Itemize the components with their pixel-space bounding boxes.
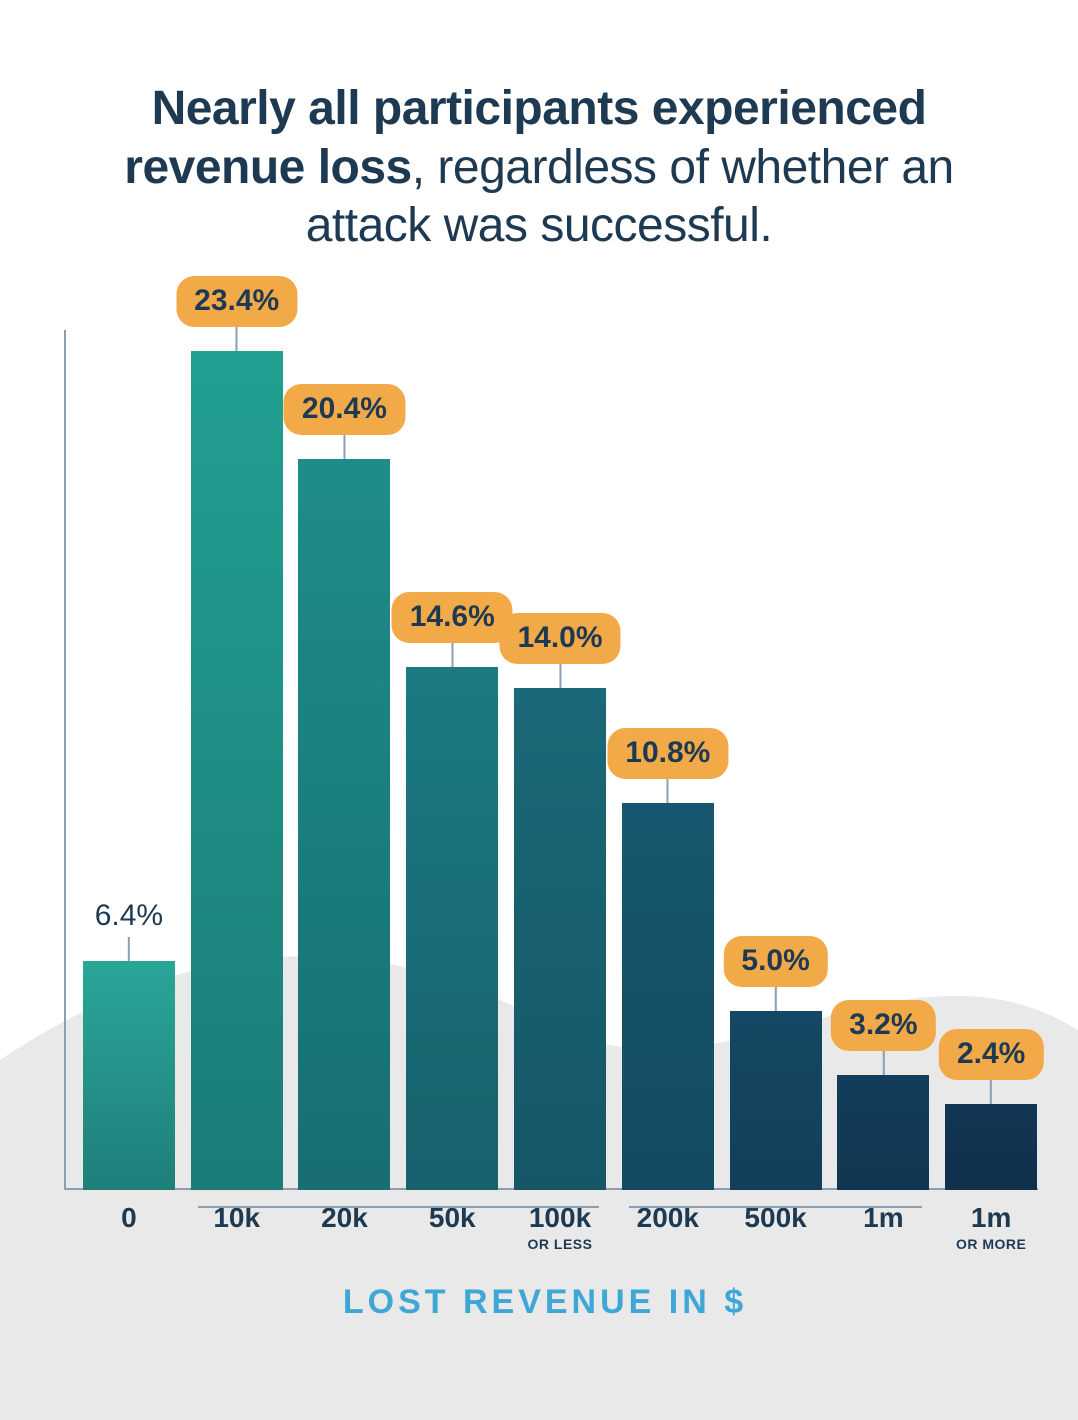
bar (730, 1011, 822, 1190)
value-pill: 14.0% (499, 613, 620, 664)
page: Nearly all participants experienced reve… (0, 0, 1078, 1420)
value-pill: 3.2% (831, 1000, 935, 1051)
value-pill-wrap: 23.4% (176, 276, 297, 351)
group-underline (629, 1206, 922, 1208)
chart-region: 6.4%23.4%20.4%14.6%14.0%10.8%5.0%3.2%2.4… (52, 330, 1038, 1330)
pill-leader-line (559, 664, 561, 688)
group-underlines (82, 1206, 1038, 1208)
bar-slot: 5.0% (729, 330, 823, 1190)
bar (298, 459, 390, 1190)
value-pill: 14.6% (392, 592, 513, 643)
value-pill-wrap: 20.4% (284, 384, 405, 459)
category-label: 10k (190, 1202, 284, 1252)
bar-slot: 6.4% (82, 330, 176, 1190)
title-wrap: Nearly all participants experienced reve… (0, 80, 1078, 256)
pill-leader-line (451, 643, 453, 667)
group-underline (198, 1206, 599, 1208)
bar-slot: 2.4% (944, 330, 1038, 1190)
category-label: 1m (836, 1202, 930, 1252)
category-label: 500k (729, 1202, 823, 1252)
bar-slot: 10.8% (621, 330, 715, 1190)
bar-slot: 3.2% (836, 330, 930, 1190)
value-leader-line (128, 937, 130, 961)
bar (514, 688, 606, 1190)
value-label-text: 6.4% (95, 899, 163, 937)
value-pill-wrap: 2.4% (939, 1029, 1043, 1104)
pill-leader-line (236, 327, 238, 351)
pill-leader-line (882, 1051, 884, 1075)
category-label-sub: OR MORE (944, 1236, 1038, 1252)
bar (83, 961, 175, 1190)
bar-slot: 20.4% (298, 330, 392, 1190)
value-pill: 5.0% (723, 936, 827, 987)
value-pill-wrap: 14.6% (392, 592, 513, 667)
value-pill-wrap: 3.2% (831, 1000, 935, 1075)
x-axis-title: LOST REVENUE IN $ (52, 1283, 1038, 1322)
category-label: 0 (82, 1202, 176, 1252)
value-pill: 10.8% (607, 728, 728, 779)
category-label-sub: OR LESS (513, 1236, 607, 1252)
bar (837, 1075, 929, 1190)
value-pill: 20.4% (284, 384, 405, 435)
pill-leader-line (343, 435, 345, 459)
value-pill: 2.4% (939, 1029, 1043, 1080)
category-label: 1mOR MORE (944, 1202, 1038, 1252)
pill-leader-line (667, 779, 669, 803)
value-pill-wrap: 10.8% (607, 728, 728, 803)
chart-title: Nearly all participants experienced reve… (70, 80, 1008, 256)
bar (945, 1104, 1037, 1190)
category-label: 100kOR LESS (513, 1202, 607, 1252)
bar (406, 667, 498, 1190)
bars-container: 6.4%23.4%20.4%14.6%14.0%10.8%5.0%3.2%2.4… (82, 330, 1038, 1190)
value-pill-wrap: 14.0% (499, 613, 620, 688)
category-label: 200k (621, 1202, 715, 1252)
value-label-plain: 6.4% (95, 899, 163, 961)
bar-slot: 14.6% (405, 330, 499, 1190)
pill-leader-line (990, 1080, 992, 1104)
bar (191, 351, 283, 1190)
y-axis-line (64, 330, 66, 1190)
category-label: 20k (298, 1202, 392, 1252)
category-label: 50k (405, 1202, 499, 1252)
bar-slot: 23.4% (190, 330, 284, 1190)
value-pill: 23.4% (176, 276, 297, 327)
value-pill-wrap: 5.0% (723, 936, 827, 1011)
bar-slot: 14.0% (513, 330, 607, 1190)
bar (622, 803, 714, 1190)
category-labels: 0 10k 20k 50k 100kOR LESS 200k 500k 1m 1mOR MORE (82, 1202, 1038, 1252)
pill-leader-line (775, 987, 777, 1011)
